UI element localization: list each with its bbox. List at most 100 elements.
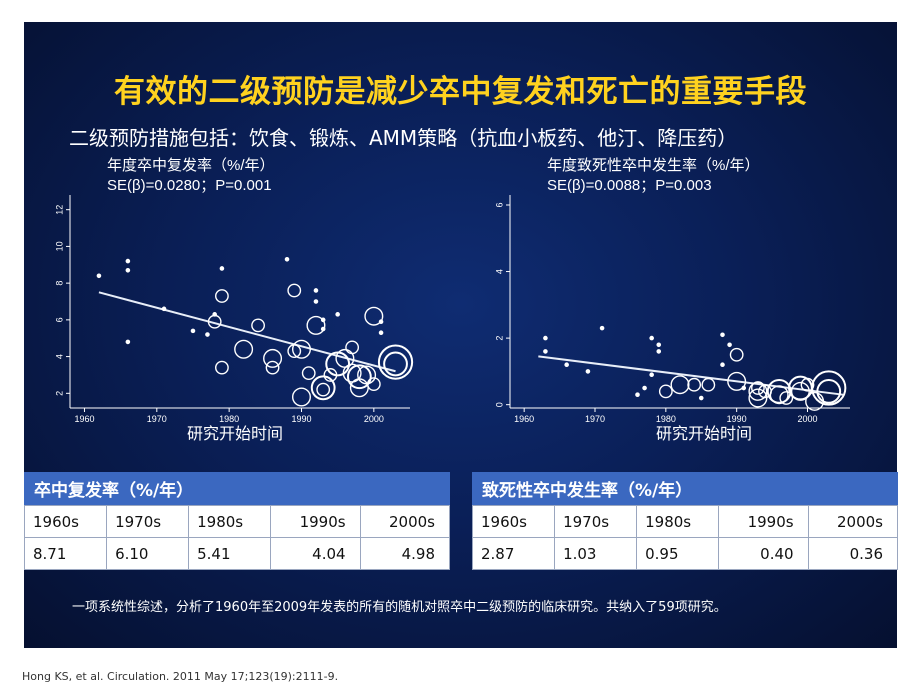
data-point [190,328,196,334]
data-point [316,382,331,397]
data-point [543,335,548,341]
table-header: 卒中复发率（%/年） [24,472,450,505]
table-cell: 1960s [23,505,108,538]
data-point [816,378,842,404]
x-tick-label: 2000 [797,414,817,424]
data-point [287,344,302,358]
data-point [320,326,326,332]
table-cell: 1990s [718,505,809,538]
data-point [377,344,414,380]
data-point [642,385,647,391]
x-tick-label: 1970 [147,414,167,424]
table-cell: 0.36 [807,537,899,570]
data-point [366,377,381,392]
table-cell: 1980s [188,505,272,538]
data-point [649,372,654,378]
data-point [125,258,131,264]
data-point [769,385,789,405]
table-row-decades: 1960s 1970s 1980s 1990s 2000s [471,505,899,538]
data-point [313,299,319,304]
chart2-x-axis-label: 研究开始时间 [656,424,753,443]
x-tick-label: 1990 [291,414,311,424]
data-point [727,342,732,348]
table-cell: 6.10 [106,537,190,570]
fatal-stroke-rate-chart: 年度致死性卒中发生率（%/年） SE(β)=0.0088；P=0.003 1960 1… [465,150,865,425]
y-tick-label: 4 [494,269,504,274]
x-tick-label: 1960 [514,414,534,424]
data-point [125,267,131,273]
x-tick-label: 1980 [219,414,239,424]
table-cell: 1980s [636,505,720,538]
table-cell: 1.03 [554,537,638,570]
table-cell: 1960s [471,505,556,538]
data-point [766,378,792,404]
fatal-stroke-rate-table: 致死性卒中发生率（%/年） 1960s 1970s 1980s 1990s 20… [471,472,899,570]
slide-subtitle: 二级预防措施包括：饮食、锻炼、AMM策略（抗血小板药、他汀、降压药） [69,126,738,150]
recurrence-rate-chart: 年度卒中复发率（%/年） SE(β)=0.0280；P=0.001 1960 1970… [25,150,425,425]
data-point [698,395,704,401]
y-tick-label: 2 [494,336,504,341]
data-point [779,391,794,405]
data-point [383,351,408,377]
data-point [543,349,548,354]
data-point [378,330,384,336]
x-tick-label: 1980 [656,414,676,424]
data-point [335,312,340,317]
data-point [701,377,716,392]
y-tick-label: 8 [54,281,64,286]
data-point [729,347,744,362]
data-point [125,339,131,345]
y-tick-label: 2 [54,391,64,396]
data-point [800,377,815,392]
data-point [234,339,254,359]
table-cell: 4.04 [270,537,361,570]
table-cell: 4.98 [359,537,451,570]
y-tick-label: 6 [54,317,64,322]
data-point [649,335,654,341]
data-point [656,342,662,348]
table-cell: 0.40 [718,537,809,570]
data-point [720,332,725,338]
data-point [670,375,690,395]
study-note: 一项系统性综述，分析了1960年至2009年发表的所有的随机对照卒中二级预防的临… [72,600,727,615]
data-point [635,392,640,397]
x-tick-label: 1990 [727,414,747,424]
slide-title: 有效的二级预防是减少卒中复发和死亡的重要手段 [114,74,807,110]
data-point [564,362,569,368]
data-point [301,366,316,381]
table-cell: 1970s [106,505,190,538]
data-point [364,306,384,326]
data-point [161,306,167,312]
table-cell: 1970s [554,505,638,538]
table-cell: 1990s [270,505,361,538]
data-point [219,266,225,271]
data-point [291,387,311,407]
y-tick-label: 10 [54,241,64,251]
data-point [687,377,702,392]
x-tick-label: 2000 [364,414,384,424]
data-point [727,371,747,391]
data-point [357,365,377,385]
data-point [811,370,847,406]
data-point [658,384,673,399]
citation: Hong KS, et al. Circulation. 2011 May 17… [22,670,339,683]
data-point [751,381,765,395]
data-point [215,289,229,303]
y-tick-label: 12 [54,205,64,215]
data-point [291,339,311,359]
y-tick-label: 6 [494,202,504,207]
data-point [656,349,662,354]
x-tick-label: 1960 [74,414,94,424]
chart-stats: SE(β)=0.0088；P=0.003 [547,177,712,194]
data-point [263,348,283,368]
data-point [205,332,210,337]
table-row-values: 8.71 6.10 5.41 4.04 4.98 [23,537,451,570]
x-tick-label: 1970 [585,414,605,424]
data-point [320,317,326,323]
data-point [741,385,747,391]
data-point [306,315,326,335]
table-row-values: 2.87 1.03 0.95 0.40 0.36 [471,537,899,570]
chart-title: 年度卒中复发率（%/年） [107,156,275,174]
table-header: 致死性卒中发生率（%/年） [472,472,898,505]
data-point [265,360,280,375]
